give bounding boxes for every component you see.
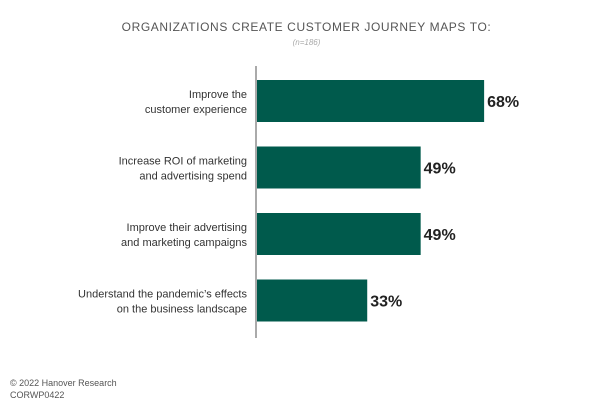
data-label: 68% — [487, 94, 519, 111]
chart-title: ORGANIZATIONS CREATE CUSTOMER JOURNEY MA… — [121, 20, 492, 34]
category-label: Improve the — [189, 89, 247, 101]
category-label: Increase ROI of marketing — [119, 156, 247, 168]
category-label: Improve their advertising — [127, 222, 247, 234]
report-code: CORWP0422 — [10, 390, 65, 400]
data-label: 49% — [424, 161, 456, 178]
category-label: Understand the pandemic’s effects — [78, 289, 247, 301]
bar — [257, 146, 421, 189]
copyright-text: © 2022 Hanover Research — [10, 378, 117, 388]
bar — [257, 213, 421, 255]
category-label: and marketing campaigns — [121, 237, 247, 249]
category-label: and advertising spend — [139, 171, 247, 183]
bar — [257, 80, 485, 122]
chart-subtitle: (n=186) — [292, 38, 321, 47]
category-label: on the business landscape — [117, 304, 247, 316]
data-label: 49% — [424, 227, 456, 244]
category-label: customer experience — [145, 104, 247, 116]
data-label: 33% — [370, 294, 402, 311]
bar — [257, 279, 368, 322]
